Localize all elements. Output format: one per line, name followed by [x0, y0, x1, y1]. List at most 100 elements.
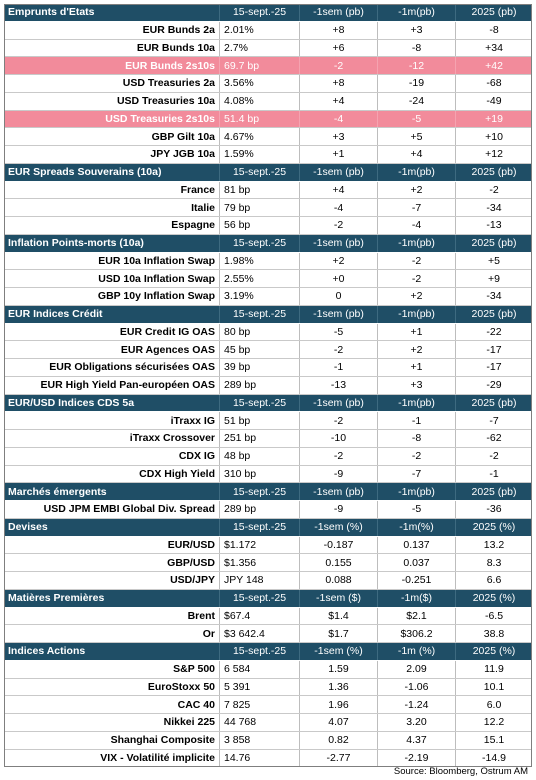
row-value: -2 — [300, 57, 378, 74]
row-label: EUR 10a Inflation Swap — [4, 252, 220, 270]
section-header: EUR Indices Crédit 15-sept.-25 -1sem (pb) -… — [4, 305, 532, 324]
row-value: 51 bp — [220, 412, 300, 429]
row-value: +1 — [378, 359, 456, 376]
table-row: USD/JPY JPY 148 0.088 -0.251 6.6 — [4, 572, 532, 590]
column-header: -1sem (pb) — [300, 483, 378, 500]
row-label: EUR High Yield Pan-européen OAS — [4, 376, 220, 394]
row-label: Shanghai Composite — [4, 731, 220, 749]
row-label: CDX IG — [4, 447, 220, 465]
row-value: $1.172 — [220, 536, 300, 554]
row-value: 79 bp — [220, 199, 300, 216]
row-value: -36 — [486, 503, 502, 516]
row-label: EUR Bunds 2a — [4, 21, 220, 39]
column-header: -1m(pb) — [378, 4, 456, 21]
table-row: iTraxx IG 51 bp -2 -1 -7 — [4, 412, 532, 430]
column-header: -1m(pb) — [378, 394, 456, 412]
table-row: CAC 40 7 825 1.96 -1.24 6.0 — [4, 696, 532, 714]
row-value: 38.8 — [483, 627, 505, 640]
row-value: -1 — [489, 467, 499, 480]
column-header: 15-sept.-25 — [220, 305, 300, 323]
row-value: -2 — [300, 412, 378, 429]
row-value: +4 — [378, 146, 456, 163]
row-value: +34 — [485, 41, 503, 54]
row-value: -2 — [300, 217, 378, 234]
row-value: -2 — [489, 183, 499, 196]
column-header: -1sem (pb) — [300, 305, 378, 323]
row-value: -1.06 — [378, 678, 456, 696]
column-header: -1sem (pb) — [300, 4, 378, 21]
column-header: -1sem (%) — [300, 643, 378, 660]
row-value: +4 — [300, 92, 378, 110]
table-row: EUR Bunds 2a 2.01% +8 +3 -8 — [4, 21, 532, 40]
row-value: -7 — [378, 465, 456, 483]
row-value: -8 — [378, 39, 456, 57]
row-value: -4 — [300, 199, 378, 216]
column-header: -1m (%) — [378, 643, 456, 660]
row-value: 14.76 — [220, 749, 300, 767]
section-header: EUR Spreads Souverains (10a) 15-sept.-25-… — [4, 163, 532, 182]
row-value: -2.77 — [300, 749, 378, 767]
column-header: 2025 (%) — [472, 521, 516, 534]
row-value: $1.4 — [300, 607, 378, 625]
row-value: +10 — [485, 130, 503, 143]
row-value: -2 — [378, 447, 456, 465]
row-value: -24 — [378, 92, 456, 110]
row-value: -62 — [486, 432, 502, 445]
row-value: -13 — [486, 219, 502, 232]
row-label: USD Treasuries 10a — [4, 92, 220, 110]
column-header: -1m(pb) — [378, 234, 456, 252]
row-value: 10.1 — [483, 680, 505, 693]
table-row: Espagne 56 bp -2 -4 -13 — [4, 217, 532, 235]
section-title: Indices Actions — [4, 643, 220, 660]
table-row: JPY JGB 10a 1.59% +1 +4 +12 — [4, 146, 532, 164]
row-value: -5 — [300, 323, 378, 341]
table-row: EUR Obligations sécurisées OAS 39 bp -1 +1 -… — [4, 359, 532, 377]
row-value: +2 — [378, 288, 456, 305]
column-header: 15-sept.-25 — [220, 163, 300, 181]
row-value: -1 — [300, 359, 378, 376]
section-header: EUR/USD Indices CDS 5a 15-sept.-25 -1sem (… — [4, 394, 532, 413]
row-value: -7 — [489, 414, 499, 427]
row-label: Nikkei 225 — [4, 714, 220, 731]
row-value: 5 391 — [220, 678, 300, 696]
row-value: +3 — [300, 128, 378, 145]
table-row: USD 10a Inflation Swap 2.55% +0 -2 +9 — [4, 270, 532, 288]
table-row-highlighted: EUR Bunds 2s10s 69.7 bp -2 -12 +42 — [4, 57, 532, 75]
row-value: $2.1 — [378, 607, 456, 625]
row-value: +3 — [378, 21, 456, 39]
row-label: EUR Bunds 2s10s — [4, 57, 220, 74]
row-value: 289 bp — [220, 501, 300, 518]
table-row: GBP 10y Inflation Swap 3.19% 0 +2 -34 — [4, 288, 532, 306]
row-value: -5 — [378, 110, 456, 128]
column-header: 2025 (%) — [472, 592, 516, 605]
table-row: EuroStoxx 50 5 391 1.36 -1.06 10.1 — [4, 678, 532, 697]
row-value: +19 — [485, 112, 503, 125]
table-row: Italie 79 bp -4 -7 -34 — [4, 199, 532, 217]
row-value: 0.037 — [378, 554, 456, 571]
table-row: Shanghai Composite 3 858 0.82 4.37 15.1 — [4, 731, 532, 750]
row-value: 1.59 — [300, 660, 378, 678]
column-header: -1m(%) — [378, 518, 456, 536]
row-value: -2 — [378, 270, 456, 287]
row-label: USD 10a Inflation Swap — [4, 270, 220, 287]
row-value: 2.7% — [220, 39, 300, 57]
row-value: -1.24 — [378, 696, 456, 713]
row-label: EUR/USD — [4, 536, 220, 554]
row-value: -19 — [378, 75, 456, 92]
table-row: Or $3 642.4 $1.7 $306.2 38.8 — [4, 625, 532, 643]
table-row: CDX High Yield 310 bp -9 -7 -1 — [4, 465, 532, 484]
row-value: +4 — [300, 181, 378, 199]
row-label: CAC 40 — [4, 696, 220, 713]
row-value: -17 — [486, 361, 502, 374]
row-value: -2.19 — [378, 749, 456, 767]
row-value: -4 — [378, 217, 456, 234]
row-value: -10 — [300, 430, 378, 447]
column-header: 2025 (pb) — [471, 485, 517, 498]
row-label: USD Treasuries 2s10s — [4, 110, 220, 128]
table-row: GBP/USD $1.356 0.155 0.037 8.3 — [4, 554, 532, 572]
row-value: 69.7 bp — [220, 57, 300, 74]
row-value: 0.82 — [300, 731, 378, 749]
row-value: 2.55% — [220, 270, 300, 287]
row-label: USD Treasuries 2a — [4, 75, 220, 92]
column-header: 2025 (pb) — [471, 396, 517, 409]
